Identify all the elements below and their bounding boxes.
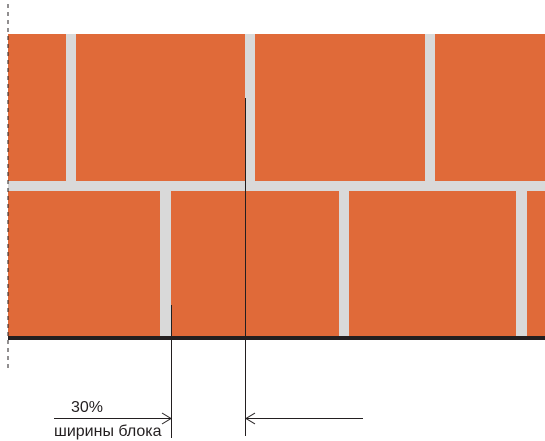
brick-bottom-1 bbox=[8, 191, 160, 338]
right-arrow-head bbox=[245, 412, 256, 425]
base-line bbox=[8, 336, 545, 340]
offset-caption-label: ширины блока bbox=[54, 423, 162, 440]
brick-bottom-2 bbox=[171, 191, 339, 338]
offset-percent-label: 30% bbox=[71, 399, 104, 416]
brick-bottom-4 bbox=[527, 191, 545, 338]
brick-top-1 bbox=[8, 34, 66, 181]
left-arrow-head bbox=[161, 412, 172, 425]
brick-top-2 bbox=[76, 34, 245, 181]
brick-top-3 bbox=[255, 34, 425, 181]
brick-top-4 bbox=[435, 34, 545, 181]
brick-bottom-3 bbox=[349, 191, 516, 338]
